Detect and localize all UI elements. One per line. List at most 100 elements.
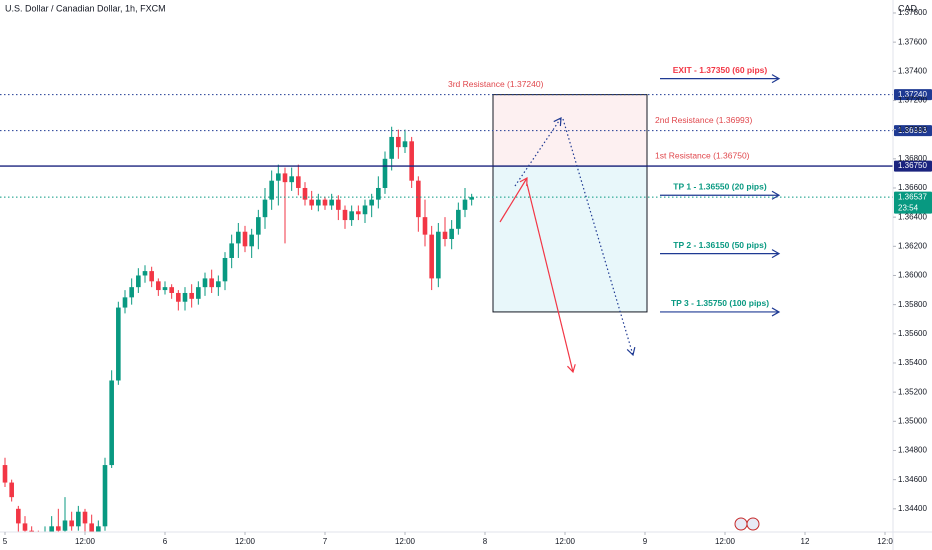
candle-body (449, 228, 454, 240)
price-label-box (894, 125, 932, 137)
price-label: 1.36993 (898, 126, 927, 135)
candle-body (102, 465, 108, 527)
x-tick-label: 12:00 (715, 537, 736, 546)
candle-body (202, 278, 208, 288)
candle-body (382, 158, 388, 188)
candle-body (89, 523, 94, 532)
x-tick-label: 12 (801, 537, 810, 546)
candle-body (142, 271, 148, 276)
flag-icon[interactable] (734, 517, 748, 531)
candle-body (182, 292, 188, 302)
candle-body (96, 526, 101, 532)
candle-body (262, 199, 268, 218)
zones (492, 94, 648, 313)
x-tick-label: 9 (643, 537, 648, 546)
price-label-box (894, 89, 932, 101)
candle-body (436, 231, 441, 279)
y-tick-label: 1.34800 (898, 446, 927, 455)
candle-body (456, 209, 461, 229)
x-tick-label: 7 (323, 537, 328, 546)
candle-body (69, 520, 74, 527)
y-tick-label: 1.36800 (898, 154, 927, 163)
x-tick-label: 12:00 (75, 537, 96, 546)
candle-body (349, 211, 354, 221)
candle-body (396, 136, 401, 148)
x-tick-label: 12:00 (235, 537, 256, 546)
candle-body (256, 217, 261, 235)
candle-body (22, 523, 28, 531)
candle-body (289, 176, 294, 183)
levels: 1.37240 1.36993 1.36750 1.36537 23:54 (0, 89, 932, 214)
candle-body (409, 141, 414, 181)
zone (492, 165, 648, 313)
x-tick-label: 12:00 (395, 537, 416, 546)
y-tick-label: 1.36400 (898, 212, 927, 221)
candle-body (462, 199, 468, 210)
blue-arrow (562, 118, 636, 357)
candle-body (302, 187, 308, 200)
resistance-label: 1st Resistance (1.36750) (655, 150, 750, 160)
candle-body (342, 209, 348, 221)
x-tick-label: 6 (163, 537, 168, 546)
candle-body (122, 297, 128, 308)
candle-body (362, 205, 368, 215)
candle-body (336, 199, 341, 210)
candle-body (309, 199, 314, 206)
red-arrow (526, 183, 576, 374)
candle-body (389, 136, 394, 159)
candle-body (56, 526, 61, 531)
candle-body (169, 287, 174, 293)
candle-body (242, 231, 248, 247)
target-label: TP 1 - 1.36550 (20 pips) (673, 182, 767, 192)
candle-body (29, 530, 34, 532)
y-tick-label: 1.34600 (898, 475, 927, 484)
x-tick-label: 5 (3, 537, 8, 546)
resistance-label: 2nd Resistance (1.36993) (655, 115, 753, 125)
candle-body (176, 292, 181, 302)
candle-body (116, 307, 121, 381)
y-tick-label: 1.36600 (898, 183, 927, 192)
candle-body (296, 176, 301, 188)
candle-body (422, 217, 428, 235)
candle-body (222, 257, 228, 282)
price-label: 1.37240 (898, 90, 927, 99)
chart-title: U.S. Dollar / Canadian Dollar, 1h, FXCM (5, 3, 166, 13)
y-tick-label: 1.37000 (898, 125, 927, 134)
candle-body (236, 231, 241, 244)
candle-body (136, 275, 141, 288)
candle-body (369, 199, 374, 206)
candle-body (402, 141, 408, 148)
candle-body (129, 287, 134, 298)
candle-body (209, 278, 214, 288)
candle-body (189, 292, 194, 299)
y-tick-label: 1.35600 (898, 329, 927, 338)
candle-body (9, 482, 14, 498)
candle-body (16, 508, 21, 524)
candle-body (2, 465, 8, 483)
axes: 1.34400 1.34600 1.34800 1.35000 1.35200 1.354… (3, 8, 928, 546)
annotations: 3rd Resistance (1.37240) 2nd Resistance (… (448, 65, 781, 317)
x-tick-label: 12:00 (555, 537, 576, 546)
candle-body (282, 173, 288, 183)
y-tick-label: 1.35200 (898, 387, 927, 396)
candle-body (62, 520, 68, 531)
candle-body (316, 199, 321, 206)
target-label: TP 2 - 1.36150 (50 pips) (673, 240, 767, 250)
price-label-box (894, 191, 932, 214)
projection-arrows (499, 116, 636, 374)
candle-body (276, 173, 281, 181)
candle-body (249, 234, 254, 247)
price-label: 1.36750 (898, 161, 927, 170)
candle-body (429, 234, 434, 279)
y-tick-label: 1.37600 (898, 37, 927, 46)
candle-body (156, 281, 161, 291)
candle-body (269, 180, 274, 200)
candle-body (329, 199, 334, 206)
y-tick-label: 1.37400 (898, 66, 927, 75)
candle-body (322, 199, 328, 206)
y-tick-label: 1.34400 (898, 504, 927, 513)
flag-icon[interactable] (746, 517, 760, 531)
